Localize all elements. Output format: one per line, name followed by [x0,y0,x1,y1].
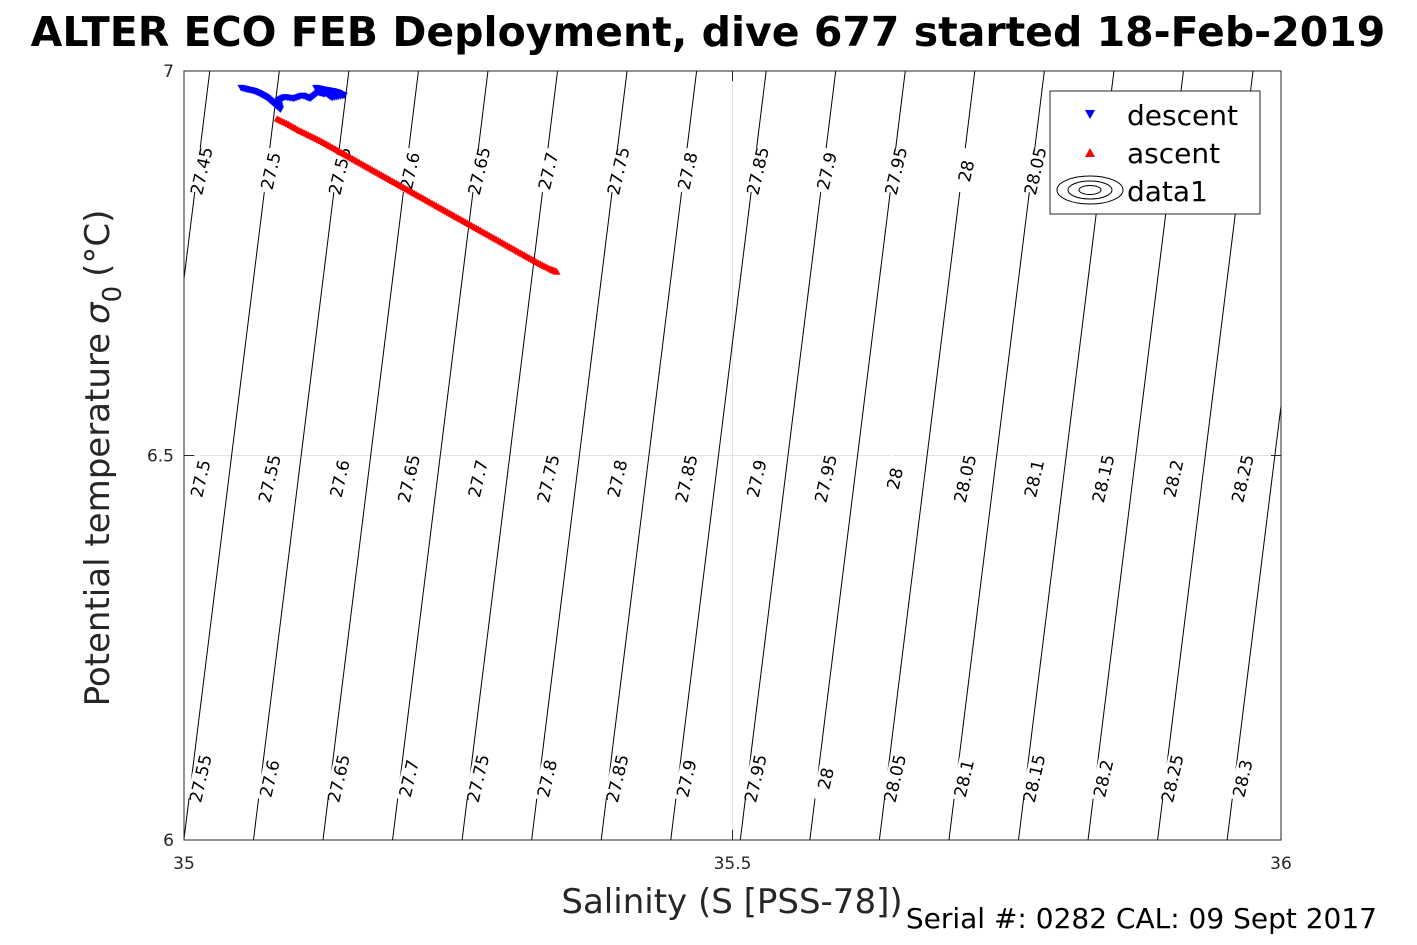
isopycnal-line [184,71,280,840]
contour-label-bg [604,147,633,195]
y-axis-label-subscript: 0 [98,286,128,303]
contour-label: 28 [955,158,979,184]
y-axis-label-symbol: σ [78,301,118,324]
isopycnal-line [600,71,698,840]
legend-box [1049,90,1261,215]
chart-title: ALTER ECO FEB Deployment, dive 677 start… [31,8,1386,56]
legend-ascent-marker [1085,148,1095,157]
contour-label-bg [673,147,702,195]
contour-label-bg [255,455,284,503]
series-descent [237,84,348,113]
contour-label-bg [534,147,562,195]
contour-label-bg [1089,455,1118,503]
legend-descent-marker [1085,110,1095,119]
contour-label-bg [744,147,772,195]
contour-label-bg [741,755,770,802]
contour-label-bg [326,455,354,503]
contour-label-bg [187,147,216,195]
legend-data1-label: data1 [1127,175,1208,208]
isopycnal-line [809,71,906,840]
contour-label-bg [813,147,841,195]
contour-label-bg [464,455,492,503]
isopycnal-line [739,71,837,840]
contour-label-bg [1159,455,1188,503]
contour-label-bg [465,147,493,195]
ascent-point [553,268,561,275]
contour-label-bg [952,147,980,195]
contour-label-bg [742,455,771,503]
legend-descent-label: descent [1127,99,1238,132]
contour-label-bg [1228,755,1257,802]
isopycnal-line [531,71,628,840]
contour-label-bg [1021,147,1049,195]
y-tick-label: 6 [163,831,174,851]
contour-label-bg [256,147,285,195]
contour-label-bg [534,455,562,503]
x-tick-label: 35 [173,854,195,874]
descent-point [320,89,328,97]
contour-label-bg [1089,755,1118,802]
contour-label-bg [1020,755,1048,802]
y-axis-label-main: Potential temperature [78,333,118,706]
contour-label-bg [186,755,215,802]
x-axis-label: Salinity (S [PSS-78]) [561,882,902,922]
isopycnal-line [948,71,1045,840]
contour-label-bg [882,147,910,195]
isopycnal-line [252,71,350,840]
contour-label-bg [533,755,561,802]
legend: descent ascent data1 [1049,90,1261,215]
serial-cal-footer: Serial #: 0282 CAL: 09 Sept 2017 [906,902,1377,935]
contour-label-bg [395,455,423,503]
contour-label-bg [396,147,424,195]
y-axis-label-unit: (°C) [78,210,118,277]
isopycnal-line [392,71,489,840]
contour-label-bg [255,755,284,802]
series-ascent [273,115,561,275]
contour-label-bg [324,755,353,802]
contour-label: 28 [815,766,839,792]
contour-label-bg [951,455,979,503]
x-tick-label: 35.5 [714,854,752,874]
contour-label-bg [672,755,701,802]
data-series [237,84,561,275]
x-tick-label: 36 [1270,854,1292,874]
isopycnal-line [878,71,976,840]
contour-label: 28 [884,466,908,492]
isopycnal-line [670,71,767,840]
contour-label-bg [464,755,492,802]
contour-label-bg [603,455,632,503]
legend-contour-icon [1056,175,1124,205]
y-axis-label: Potential temperature σ0 (°C) [78,210,128,707]
density-contours [184,71,1281,840]
contour-label-bg [186,455,215,503]
y-tick-label: 7 [163,62,174,82]
contour-label-bg [1158,755,1187,802]
contour-label-bg [672,455,701,503]
contour-label-bg [603,755,632,802]
contour-label-bg [1020,455,1048,503]
contour-label-bg [812,455,840,503]
contour-label-bg [395,755,423,802]
contour-label-bg [881,455,909,503]
contour-label-bg [950,755,978,802]
y-tick-label: 6.5 [147,447,174,467]
contour-label-bg [881,755,909,802]
isopycnal-line [184,71,211,283]
contour-label-bg [1228,455,1257,503]
isopycnal-line [322,71,419,840]
legend-ascent-label: ascent [1127,137,1220,170]
isopycnal-line [461,71,559,840]
axis-ticks: 35 35.5 36 6 6.5 7 [147,62,1292,874]
contour-label-bg [812,755,840,802]
